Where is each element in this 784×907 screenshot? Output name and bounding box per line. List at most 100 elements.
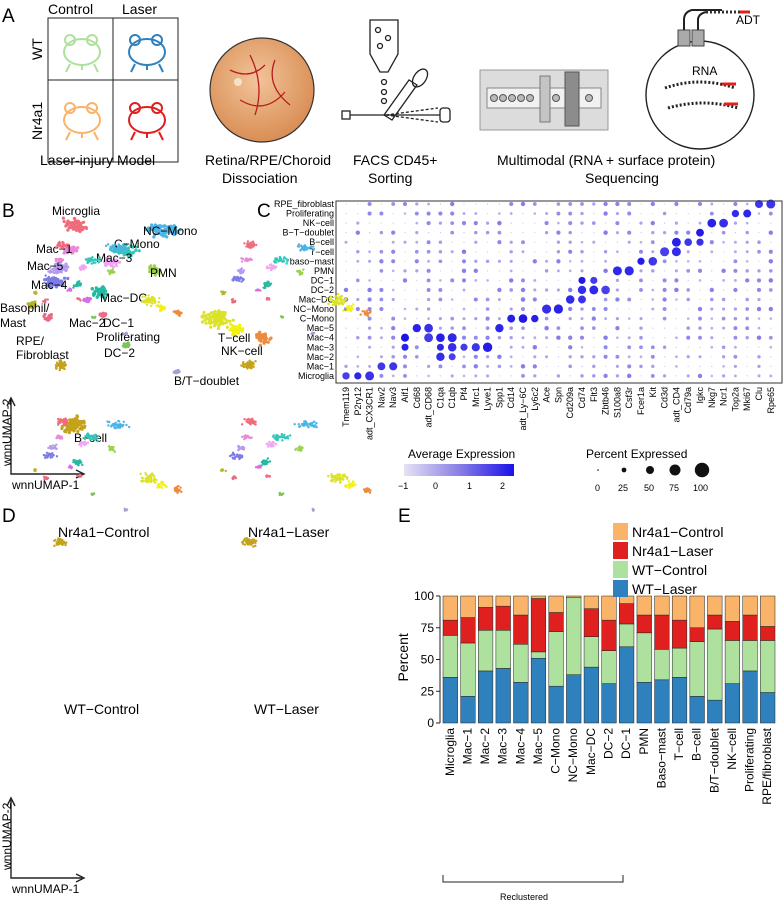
umap-cell-point [352,303,355,306]
dotplot-dot [580,345,584,349]
dotplot-dot [651,364,655,369]
dotplot-dot [473,335,478,340]
panel-a: A Control Laser WT Nr4a1 Laser-injury Mo… [2,1,761,186]
dotplot-dot [392,212,394,215]
dotplot-dot [686,326,690,330]
legend-swatch [613,561,628,578]
dotplot-dot [640,308,642,310]
umap-cell-point [265,442,268,446]
umap-cell-point [85,258,88,262]
dotplot-dot [687,222,689,224]
umap-cell-point [90,286,94,291]
umap-cell-point [149,297,153,300]
dotplot-dot [357,346,359,348]
dotplot-dot [438,250,443,254]
umap-cell-point [163,307,167,310]
umap-cell-point [347,486,351,489]
dotplot-dot [450,374,454,378]
umap-cell-point [129,244,133,248]
dotplot-dot [601,285,610,295]
umap-cell-point [240,270,244,274]
dotplot-dot [367,316,372,321]
umap-cell-point [53,271,56,275]
dotplot-dot [652,327,654,329]
sequencing-chip-icon [479,69,609,131]
dotplot-gene-label: Spn [553,387,563,403]
dotplot-dot [579,335,585,340]
dotplot-gene-label: adt_CD68 [424,387,434,428]
dotplot-dot [757,249,761,254]
dotplot-gene-label: Ly6c2 [530,387,540,411]
umap-cell-point [108,447,112,450]
umap-cell-point [241,542,245,545]
umap-cell-point [261,332,266,337]
dotplot-dot [520,287,526,293]
umap-cell-point [73,247,77,251]
dotplot-dot [733,316,738,321]
dotplot-dot [745,278,750,283]
dotplot-dot [721,268,726,274]
dotplot-dot [687,346,689,348]
dotplot-dot [355,306,360,312]
umap-cell-point [343,473,346,476]
dotplot-dot [711,356,713,358]
umap-cell-point [113,246,117,250]
dotplot-dot [509,250,513,254]
umap-cell-point [76,297,79,300]
dotplot-dot [509,259,513,263]
dotplot-row-label: NC−Mono [293,304,334,314]
umap-cell-point [126,344,130,349]
umap-cell-point [83,437,87,441]
dotplot-dot [675,318,678,320]
dotplot-dot [733,335,738,340]
dotplot-dot [770,327,772,329]
dotplot-dot [733,364,737,368]
dotplot-dot [770,222,772,224]
dotplot-gene-labels: Tmem119 P2ry12 adt_CX3CR1 Nav2 Nav3 Aif1 Cd68 a… [341,387,776,441]
dotplot-dot [482,342,493,352]
umap-cell-point [143,301,147,304]
umap-cell-point [338,476,342,480]
umap-cell-point [126,255,131,259]
umap-cell-point [67,423,72,427]
dotplot-dot [615,316,620,321]
cluster-label-t-cell: T−cell [218,331,250,345]
umap-cell-point [131,250,136,254]
umap-cell-point [249,543,252,546]
dotplot-dot [534,241,536,243]
umap-cell-point [79,474,83,478]
umap-cell-point [157,482,161,486]
dotplot-dot [379,230,384,235]
umap-cell-point [106,256,110,260]
umap-cell-point [113,270,116,274]
dotplot-dot [686,335,691,340]
bar-segment [601,650,617,684]
retina-icon [209,37,315,143]
umap-cell-point [58,258,62,261]
umap-cell-point [59,364,63,367]
dotplot-dot [487,212,489,215]
dotplot-dot [498,251,500,253]
dotplot-dot [603,201,608,207]
dotplot-dot [757,240,761,244]
dotplot-dot [628,260,630,262]
umap-cell-point [110,448,114,451]
umap-cell-point [249,540,252,543]
umap-cell-point [267,443,271,446]
bar-segment [495,605,511,631]
dotplot-dot [699,298,701,301]
legend-pct-dots [597,462,710,478]
umap-cell-point [81,463,84,467]
cluster-label-c-mono: C−Mono [114,237,160,251]
umap-cell-point [61,366,64,370]
dotplot-dot [546,346,548,348]
umap-cell-point [72,284,76,287]
umap-cell-point [62,276,67,280]
dotplot-dot [605,279,607,281]
umap-cell-point [176,489,179,492]
umap-cell-point [47,275,51,279]
dotplot-dot [745,307,750,311]
umap-cell-point [58,421,62,424]
dotplot-dot [686,230,691,235]
umap-cell-point [221,292,224,296]
